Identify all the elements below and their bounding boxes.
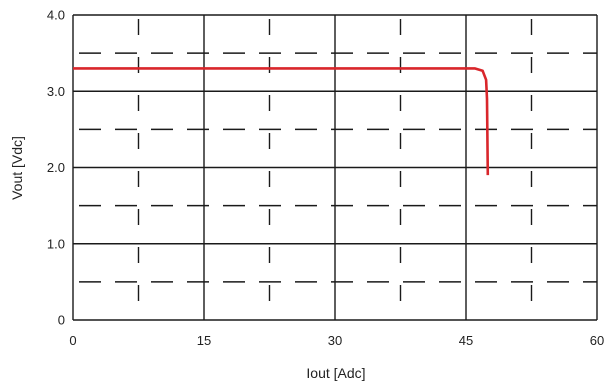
y-axis-label: Vout [Vdc] <box>9 136 25 200</box>
x-tick-label: 15 <box>197 333 211 348</box>
x-tick-label: 30 <box>328 333 342 348</box>
x-tick-label: 45 <box>459 333 473 348</box>
y-tick-label: 3.0 <box>47 84 65 99</box>
x-tick-label: 60 <box>590 333 604 348</box>
x-axis-label: Iout [Adc] <box>306 365 365 381</box>
y-tick-label: 4.0 <box>47 8 65 23</box>
y-tick-label: 1.0 <box>47 236 65 251</box>
series-line-0 <box>73 67 490 176</box>
x-tick-labels: 0 15 30 45 60 <box>69 333 604 348</box>
y-tick-label: 2.0 <box>47 160 65 175</box>
y-tick-labels: 0 1.0 2.0 3.0 4.0 <box>47 8 65 328</box>
grid-major <box>72 14 598 321</box>
x-tick-label: 0 <box>69 333 76 348</box>
y-tick-label: 0 <box>58 313 65 328</box>
series-layer <box>73 67 490 176</box>
